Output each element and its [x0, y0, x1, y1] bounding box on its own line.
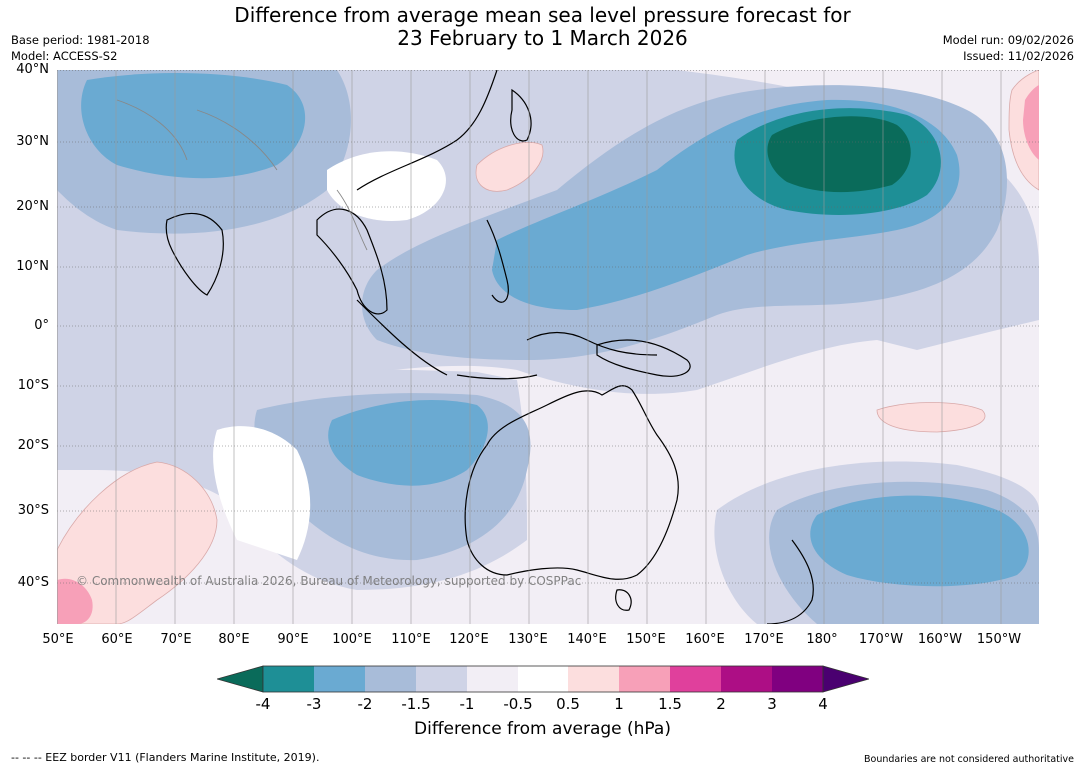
anomaly-plus-1-south-west — [57, 578, 93, 624]
tasmania-coastline — [615, 589, 632, 611]
lat-label-40s: 40°S — [17, 575, 49, 590]
meta-left: Base period: 1981-2018 Model: ACCESS-S2 — [11, 32, 150, 64]
coastlines — [165, 70, 814, 624]
lon-label-60e: 60°E — [101, 632, 133, 647]
anomaly-minus-3-south-pacific — [810, 495, 1029, 587]
japan-coastline — [510, 88, 532, 142]
anomaly-plus-1-north-east — [1023, 85, 1039, 160]
lat-label-20s: 20°S — [17, 438, 49, 453]
colorbar-bin-9 — [670, 666, 721, 692]
anomaly-plus-0-5-south-china-sea — [475, 141, 544, 192]
eez-border-note: -- -- -- EEZ border V11 (Flanders Marine… — [11, 751, 320, 764]
model-name: Model: ACCESS-S2 — [11, 49, 118, 63]
colorbar-low-arrow — [217, 665, 264, 693]
pressure-anomaly-map — [57, 70, 1039, 624]
lat-label-30n: 30°N — [16, 134, 49, 149]
copyright-notice: © Commonwealth of Australia 2026, Bureau… — [76, 574, 582, 588]
colorbar-tick: -0.5 — [503, 695, 533, 713]
lon-label-50e: 50°E — [42, 632, 74, 647]
lat-label-40n: 40°N — [16, 62, 49, 77]
colorbar-tick: 3 — [767, 695, 777, 713]
colorbar-bin-4 — [416, 666, 467, 692]
new-zealand-coastline — [766, 539, 814, 624]
australia-coastline — [464, 385, 679, 580]
lon-label-100e: 100°E — [332, 632, 372, 647]
philippines-coastline — [486, 219, 509, 303]
colorbar-bin-10 — [721, 666, 772, 692]
indonesia-coastline — [356, 299, 658, 380]
new-guinea-coastline — [596, 339, 691, 377]
colorbar-bin-5 — [467, 666, 518, 692]
lon-label-170e: 170°E — [744, 632, 784, 647]
anomaly-minus-4-core — [767, 116, 911, 193]
colorbar-bin-7 — [568, 666, 619, 692]
meridians — [57, 70, 1002, 624]
lat-label-0: 0° — [34, 318, 49, 333]
anomaly-neutral-asia — [327, 151, 446, 221]
anomaly-minus-3-arabia — [81, 73, 306, 179]
anomaly-minus-3-indian-ocean — [328, 400, 488, 486]
lon-label-130e: 130°E — [508, 632, 548, 647]
colorbar-tick: -2 — [357, 695, 373, 713]
lon-label-140e: 140°E — [567, 632, 607, 647]
map-title: Difference from average mean sea level p… — [0, 4, 1085, 50]
issued-date: Issued: 11/02/2026 — [963, 49, 1074, 63]
lat-label-10n: 10°N — [16, 259, 49, 274]
country-borders — [116, 99, 368, 251]
colorbar-bin-8 — [619, 666, 670, 692]
colorbar-bin-3 — [365, 666, 416, 692]
colorbar-tick: 0.5 — [556, 695, 580, 713]
lon-label-70e: 70°E — [160, 632, 192, 647]
colorbar-bin-2 — [314, 666, 365, 692]
colorbar-label: Difference from average (hPa) — [414, 719, 671, 739]
anomaly-neutral-south-indian — [213, 426, 311, 560]
colorbar-bin-11 — [772, 666, 823, 692]
lon-label-160w: 160°W — [917, 632, 963, 647]
southeast-asia-coastline — [316, 208, 388, 315]
lon-label-180: 180° — [806, 632, 838, 647]
lon-label-110e: 110°E — [391, 632, 431, 647]
title-line-1: Difference from average mean sea level p… — [234, 3, 851, 27]
title-line-2: 23 February to 1 March 2026 — [397, 26, 688, 50]
colorbar-tick: 1.5 — [658, 695, 682, 713]
colorbar-tick: -4 — [255, 695, 271, 713]
anomaly-plus-0-5-south-indian — [57, 461, 218, 624]
lat-label-10s: 10°S — [17, 378, 49, 393]
colorbar-tick: 4 — [818, 695, 828, 713]
lon-label-150e: 150°E — [626, 632, 666, 647]
lon-label-160e: 160°E — [685, 632, 725, 647]
colorbar-tick: -3 — [306, 695, 322, 713]
base-period: Base period: 1981-2018 — [11, 33, 150, 47]
lon-label-120e: 120°E — [449, 632, 489, 647]
colorbar-frame — [262, 665, 824, 693]
colorbar-high-arrow — [822, 665, 869, 693]
lat-label-20n: 20°N — [16, 199, 49, 214]
model-run: Model run: 09/02/2026 — [942, 33, 1074, 47]
colorbar-bin-1 — [263, 666, 314, 692]
india-coastline — [165, 212, 224, 296]
meta-right: Model run: 09/02/2026 Issued: 11/02/2026 — [943, 32, 1074, 64]
lat-label-30s: 30°S — [17, 503, 49, 518]
colorbar-bin-6 — [518, 666, 568, 692]
lon-label-170w: 170°W — [858, 632, 904, 647]
lon-label-80e: 80°E — [218, 632, 250, 647]
china-coastline — [356, 70, 498, 191]
colorbar — [217, 665, 869, 693]
boundaries-disclaimer: Boundaries are not considered authoritat… — [864, 754, 1074, 765]
colorbar-tick: 1 — [614, 695, 624, 713]
lon-label-150w: 150°W — [976, 632, 1022, 647]
colorbar-tick: 2 — [716, 695, 726, 713]
anomaly-plus-0-5-south-pacific — [876, 402, 986, 433]
lon-label-90e: 90°E — [277, 632, 309, 647]
colorbar-tick: -1.5 — [401, 695, 431, 713]
colorbar-tick: -1 — [459, 695, 475, 713]
